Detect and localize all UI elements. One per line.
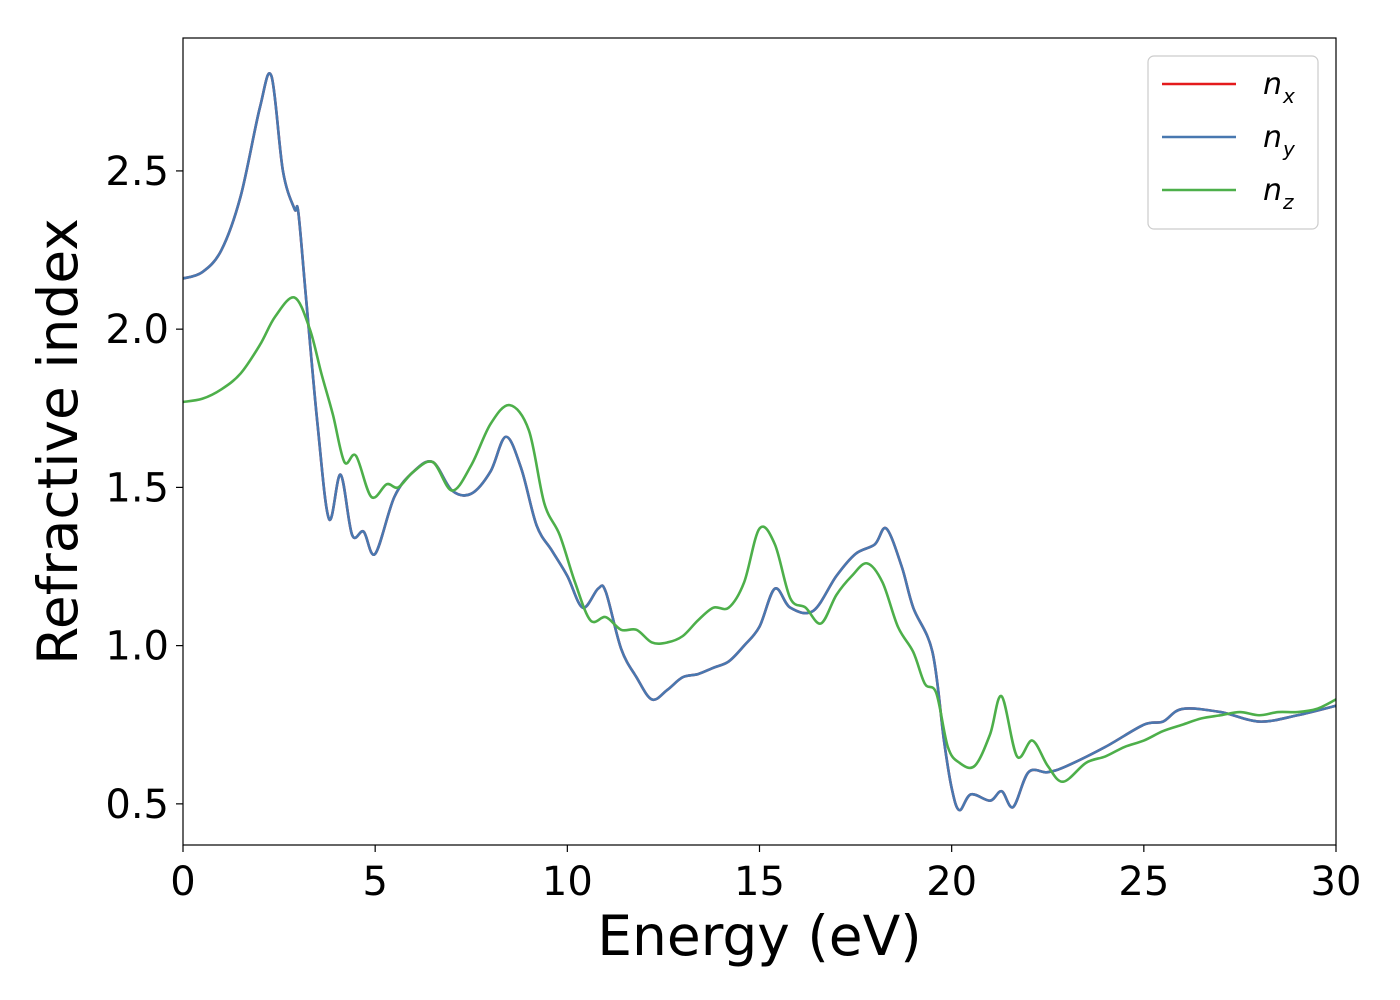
series-line-z <box>183 296 1336 784</box>
y-axis-label: Refractive index <box>26 218 90 665</box>
y-tick-label: 0.5 <box>105 782 169 828</box>
y-tick-label: 1.0 <box>105 624 169 670</box>
y-axis: 0.5 1.0 1.5 2.0 2.5 <box>105 149 183 828</box>
legend: nx ny nz <box>1147 55 1319 230</box>
x-tick-label: 5 <box>362 859 387 905</box>
series-layer <box>183 72 1336 812</box>
legend-label-y: ny <box>1263 120 1296 161</box>
x-tick-label: 25 <box>1118 859 1169 905</box>
x-axis-label: Energy (eV) <box>597 904 921 968</box>
x-axis: 0 5 10 15 20 25 30 <box>170 845 1361 905</box>
y-tick-label: 1.5 <box>105 465 169 511</box>
x-tick-label: 15 <box>734 859 785 905</box>
x-tick-label: 20 <box>926 859 977 905</box>
legend-box <box>1147 55 1319 230</box>
y-tick-label: 2.0 <box>105 307 169 353</box>
legend-label-x: nx <box>1263 67 1295 108</box>
x-tick-label: 0 <box>170 859 195 905</box>
legend-label-z: nz <box>1263 173 1294 214</box>
y-tick-label: 2.5 <box>105 149 169 195</box>
x-tick-label: 10 <box>542 859 593 905</box>
x-tick-label: 30 <box>1311 859 1362 905</box>
series-line-y <box>183 72 1336 812</box>
